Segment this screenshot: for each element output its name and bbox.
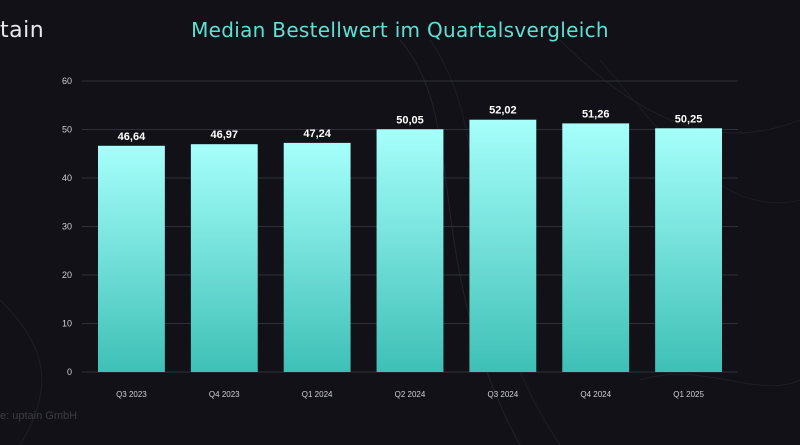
brand-logo: tain: [0, 18, 45, 43]
value-label: 50,05: [396, 114, 424, 126]
value-label: 46,64: [118, 131, 146, 143]
x-axis-ticks: Q3 2023 Q4 2023 Q1 2024 Q2 2024 Q3 2024 Q4 20…: [116, 390, 704, 399]
value-label: 51,26: [582, 108, 610, 120]
y-tick-label: 30: [62, 222, 72, 232]
x-tick-label: Q3 2023: [116, 390, 147, 399]
x-tick-label: Q4 2023: [209, 390, 240, 399]
bar-q2-2024: [376, 129, 444, 372]
bar-q1-2025: [655, 128, 722, 372]
value-label: 52,02: [489, 105, 517, 117]
y-tick-label: 0: [67, 367, 72, 377]
bar-q3-2024: [469, 119, 537, 372]
y-tick-label: 40: [62, 173, 72, 183]
x-tick-label: Q1 2025: [673, 390, 704, 399]
value-label: 46,97: [211, 129, 239, 141]
x-tick-label: Q3 2024: [488, 390, 519, 399]
chart-title: Median Bestellwert im Quartalsvergleich: [191, 18, 609, 42]
bar-q4-2023: [190, 144, 258, 372]
source-note: e: uptain GmbH: [0, 410, 78, 422]
value-labels: 46,64 46,97 47,24 50,05 52,02 51,26 50,25: [118, 105, 703, 143]
y-tick-label: 50: [62, 125, 72, 135]
bar-q1-2024: [283, 142, 351, 372]
bars: [98, 119, 722, 372]
y-tick-label: 20: [62, 270, 72, 280]
bar-q4-2024: [562, 123, 630, 372]
value-label: 47,24: [303, 128, 331, 140]
y-tick-label: 10: [62, 319, 72, 329]
value-label: 50,25: [675, 113, 703, 125]
x-tick-label: Q4 2024: [580, 390, 611, 399]
x-tick-label: Q1 2024: [302, 390, 333, 399]
bar-q3-2023: [98, 145, 165, 372]
y-axis-ticks: 0 10 20 30 40 50 60: [62, 76, 72, 377]
x-tick-label: Q2 2024: [395, 390, 426, 399]
y-tick-label: 60: [62, 76, 72, 86]
